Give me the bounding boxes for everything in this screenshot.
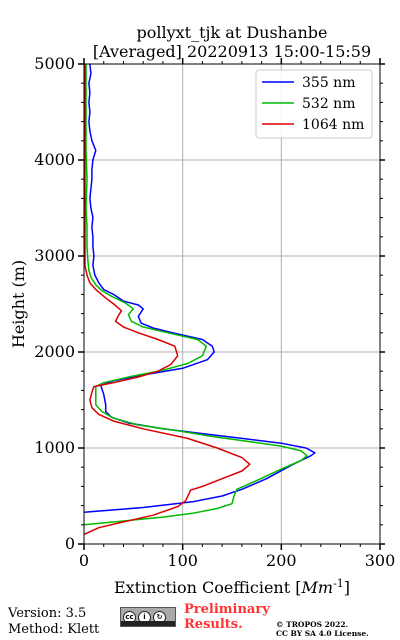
y-tick-label: 5000	[34, 54, 75, 73]
chart-title: pollyxt_tjk at Dushanbe	[136, 23, 327, 42]
y-tick-label: 4000	[34, 150, 75, 169]
cc-by-sa-icon: cc i ↻	[120, 607, 176, 627]
x-axis-label: Extinction Coefficient [Mm-1]	[114, 577, 350, 598]
method-text: Method: Klett	[8, 622, 100, 637]
version-text: Version: 3.5	[8, 606, 87, 621]
y-tick-label: 0	[65, 534, 75, 553]
series-line-1064-nm	[83, 64, 251, 536]
x-tick-label: 200	[266, 551, 297, 570]
copyright-notice: © TROPOS 2022. CC BY SA 4.0 License.	[276, 620, 369, 638]
legend-label: 355 nm	[302, 75, 355, 91]
preliminary-line1: Preliminary	[184, 602, 270, 617]
cc-circle-icon: cc	[123, 610, 136, 624]
legend-label: 1064 nm	[302, 117, 364, 133]
footer-info: Version: 3.5 Method: Klett	[8, 606, 99, 638]
data-series	[83, 63, 316, 536]
preliminary-notice: Preliminary Results.	[184, 602, 270, 632]
legend: 355 nm 532 nm 1064 nm	[255, 69, 373, 139]
y-tick-label: 1000	[34, 438, 75, 457]
copyright-line1: © TROPOS 2022.	[276, 620, 349, 629]
x-tick-label: 100	[167, 551, 198, 570]
y-axis-label: Height (m)	[9, 260, 28, 348]
x-tick-label: 0	[79, 551, 89, 570]
x-tick-label: 300	[365, 551, 396, 570]
y-tick-label: 3000	[34, 246, 75, 265]
extinction-profile-chart: pollyxt_tjk at Dushanbe [Averaged] 20220…	[9, 23, 395, 598]
series-line-355-nm	[83, 63, 316, 514]
copyright-line2: CC BY SA 4.0 License.	[276, 629, 369, 638]
y-tick-label: 2000	[34, 342, 75, 361]
preliminary-line2: Results.	[184, 617, 243, 632]
license-bar	[121, 621, 175, 626]
series-line-532-nm	[83, 64, 308, 526]
legend-box	[255, 69, 373, 139]
legend-label: 532 nm	[302, 96, 355, 112]
plot-frame	[83, 63, 381, 545]
chart-subtitle: [Averaged] 20220913 15:00-15:59	[93, 42, 371, 61]
